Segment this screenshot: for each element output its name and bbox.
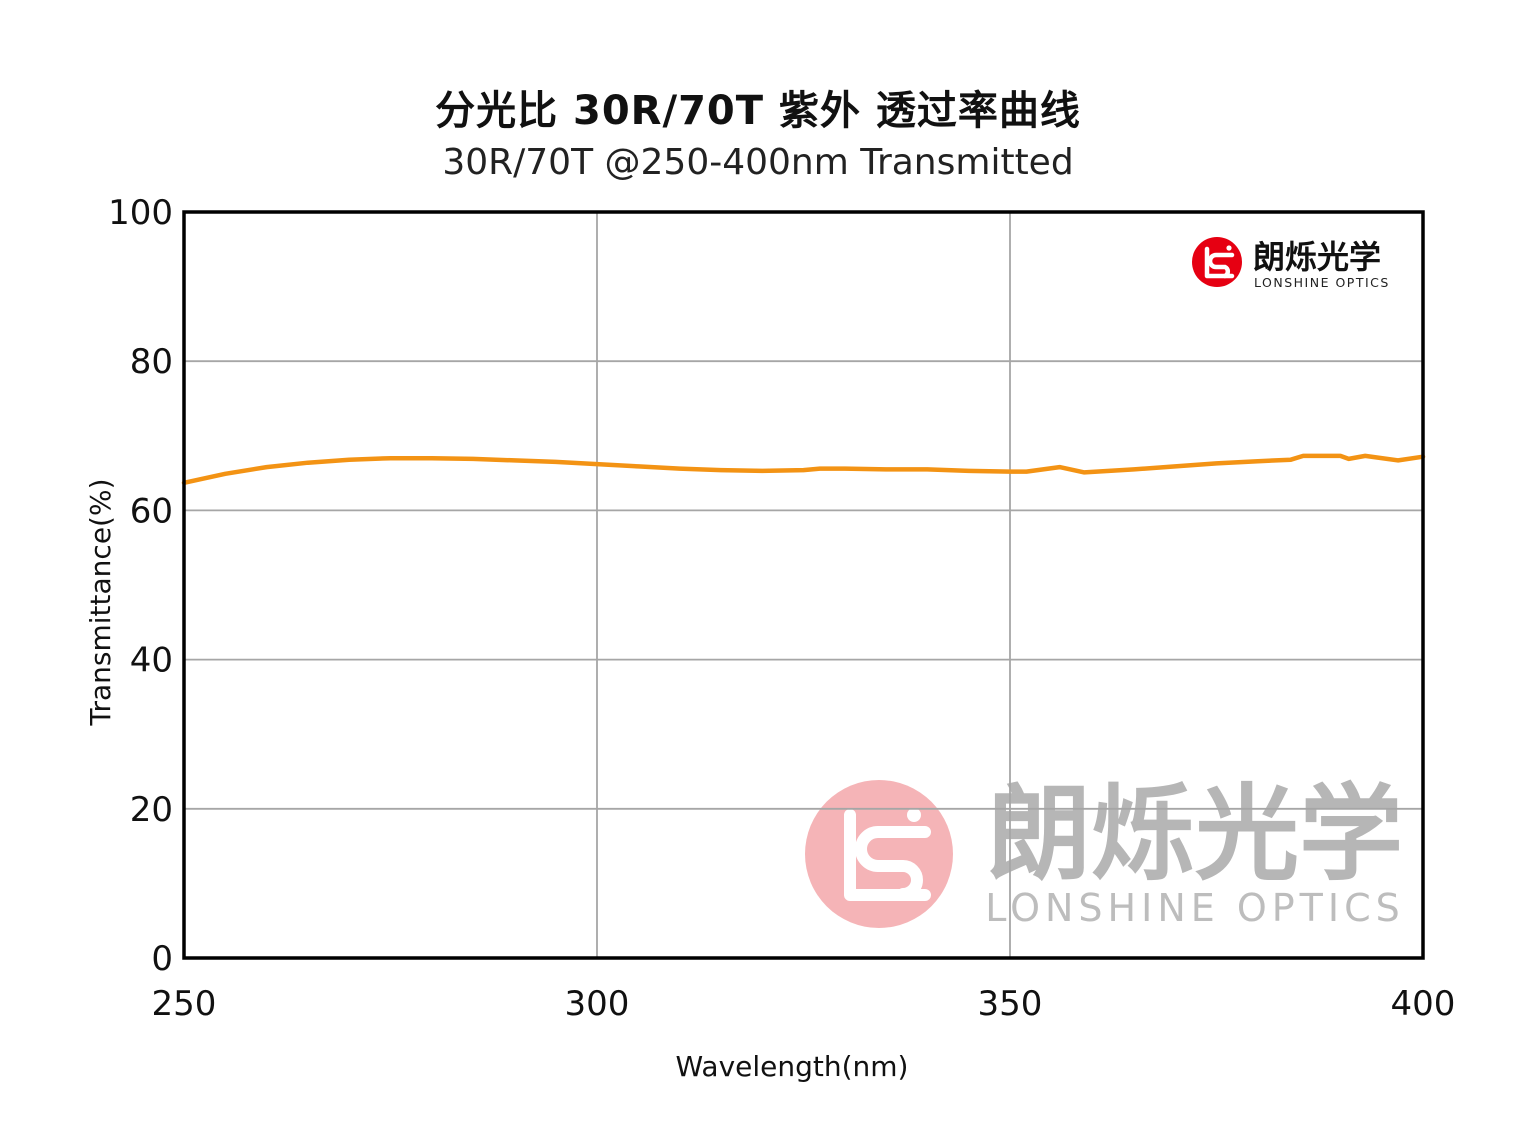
x-axis-label: Wavelength(nm) xyxy=(676,1050,909,1083)
logo-icon xyxy=(1192,237,1242,287)
x-tick-label-3: 400 xyxy=(1391,984,1456,1024)
series-line-0 xyxy=(181,453,1426,486)
brand-logo: 朗烁光学 LONSHINE OPTICS xyxy=(1192,237,1390,290)
x-tick-label-0: 250 xyxy=(152,984,217,1024)
logo-brand-en: LONSHINE OPTICS xyxy=(1254,275,1390,290)
grid xyxy=(184,212,1423,958)
y-tick-label-5: 100 xyxy=(108,193,173,233)
y-tick-labels: 0 20 40 60 80 100 xyxy=(108,193,173,979)
y-axis-label: Transmittance(%) xyxy=(84,479,117,727)
watermark: 朗烁光学 LONSHINE OPTICS xyxy=(805,773,1404,930)
y-tick-label-3: 60 xyxy=(130,491,173,531)
logo-brand-cn: 朗烁光学 xyxy=(1253,238,1381,276)
watermark-logo-icon xyxy=(805,780,953,928)
x-tick-label-1: 300 xyxy=(565,984,630,1024)
series-layer xyxy=(181,453,1426,486)
chart-subtitle: 30R/70T @250-400nm Transmitted xyxy=(442,142,1074,183)
y-tick-label-2: 40 xyxy=(130,641,173,681)
watermark-brand-cn: 朗烁光学 xyxy=(987,773,1403,895)
chart-title: 分光比 30R/70T 紫外 透过率曲线 xyxy=(435,88,1081,134)
x-tick-label-2: 350 xyxy=(978,984,1043,1024)
y-tick-label-1: 20 xyxy=(130,790,173,830)
y-tick-label-0: 0 xyxy=(151,939,173,979)
x-tick-labels: 250 300 350 400 xyxy=(152,984,1456,1024)
watermark-brand-en: LONSHINE OPTICS xyxy=(985,886,1404,930)
plot-frame xyxy=(182,210,1425,960)
y-tick-label-4: 80 xyxy=(130,342,173,382)
